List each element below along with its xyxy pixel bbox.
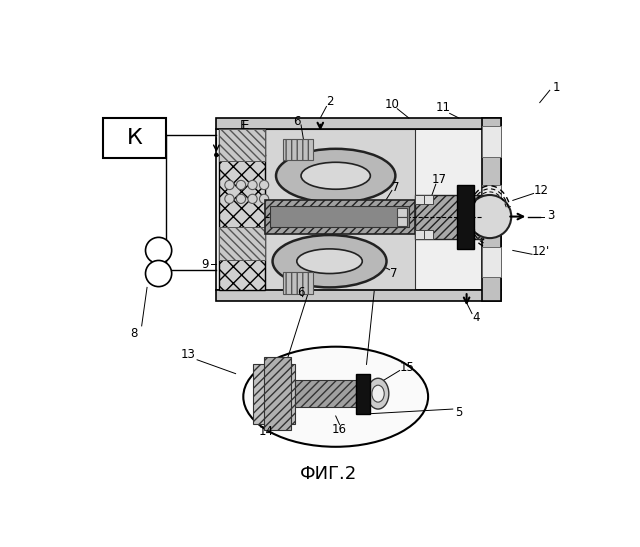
Bar: [264, 357, 291, 430]
Bar: [415, 195, 424, 204]
Circle shape: [468, 195, 511, 238]
Text: 6: 6: [294, 114, 301, 127]
Text: 9: 9: [201, 258, 209, 271]
Bar: [265, 200, 415, 234]
Text: 17: 17: [432, 173, 447, 186]
Text: E: E: [239, 119, 247, 132]
Bar: [284, 272, 312, 294]
Bar: [482, 118, 501, 301]
Text: 8: 8: [131, 327, 138, 340]
Ellipse shape: [243, 347, 428, 447]
Ellipse shape: [301, 162, 371, 189]
Text: К: К: [127, 128, 143, 148]
Bar: [482, 185, 501, 216]
Bar: [456, 185, 474, 249]
Text: 2: 2: [326, 95, 333, 108]
Text: 6: 6: [298, 286, 305, 299]
Bar: [397, 217, 406, 226]
Bar: [424, 230, 433, 239]
Bar: [216, 290, 501, 301]
Bar: [424, 195, 433, 204]
Bar: [219, 228, 265, 260]
Bar: [216, 129, 501, 290]
Text: 10: 10: [385, 98, 399, 110]
Circle shape: [225, 194, 234, 203]
Bar: [295, 380, 356, 407]
Circle shape: [145, 237, 172, 264]
Ellipse shape: [273, 235, 387, 287]
Text: 5: 5: [455, 406, 463, 418]
Bar: [270, 206, 409, 228]
Text: 15: 15: [400, 361, 415, 374]
Bar: [482, 247, 501, 277]
Text: 7: 7: [390, 267, 397, 280]
Circle shape: [248, 194, 257, 203]
Bar: [216, 118, 501, 129]
Ellipse shape: [367, 379, 389, 409]
Text: 16: 16: [332, 423, 347, 435]
Bar: [356, 374, 371, 414]
Bar: [415, 195, 483, 239]
Text: 3: 3: [548, 208, 555, 222]
Text: 11: 11: [436, 102, 451, 114]
Bar: [397, 208, 406, 217]
Circle shape: [214, 153, 218, 157]
Bar: [219, 129, 265, 161]
Text: 13: 13: [180, 348, 195, 361]
Bar: [482, 126, 501, 156]
Bar: [415, 230, 424, 239]
Bar: [265, 129, 415, 290]
Ellipse shape: [297, 249, 362, 274]
Text: 1: 1: [553, 81, 561, 94]
Bar: [253, 364, 295, 424]
Ellipse shape: [276, 149, 396, 203]
Text: 14: 14: [259, 425, 274, 438]
Text: E: E: [242, 119, 250, 132]
Circle shape: [236, 181, 246, 190]
Text: 7: 7: [392, 181, 399, 194]
Text: 4: 4: [472, 311, 479, 324]
Bar: [103, 118, 166, 158]
Circle shape: [236, 194, 246, 203]
Text: 12: 12: [534, 184, 548, 197]
Circle shape: [225, 181, 234, 190]
Ellipse shape: [372, 385, 384, 402]
Bar: [219, 129, 265, 290]
Circle shape: [145, 260, 172, 287]
Text: ФИГ.2: ФИГ.2: [300, 465, 356, 483]
Bar: [284, 139, 312, 160]
Circle shape: [259, 194, 269, 203]
Circle shape: [259, 181, 269, 190]
Circle shape: [248, 181, 257, 190]
Text: 12': 12': [532, 246, 550, 259]
